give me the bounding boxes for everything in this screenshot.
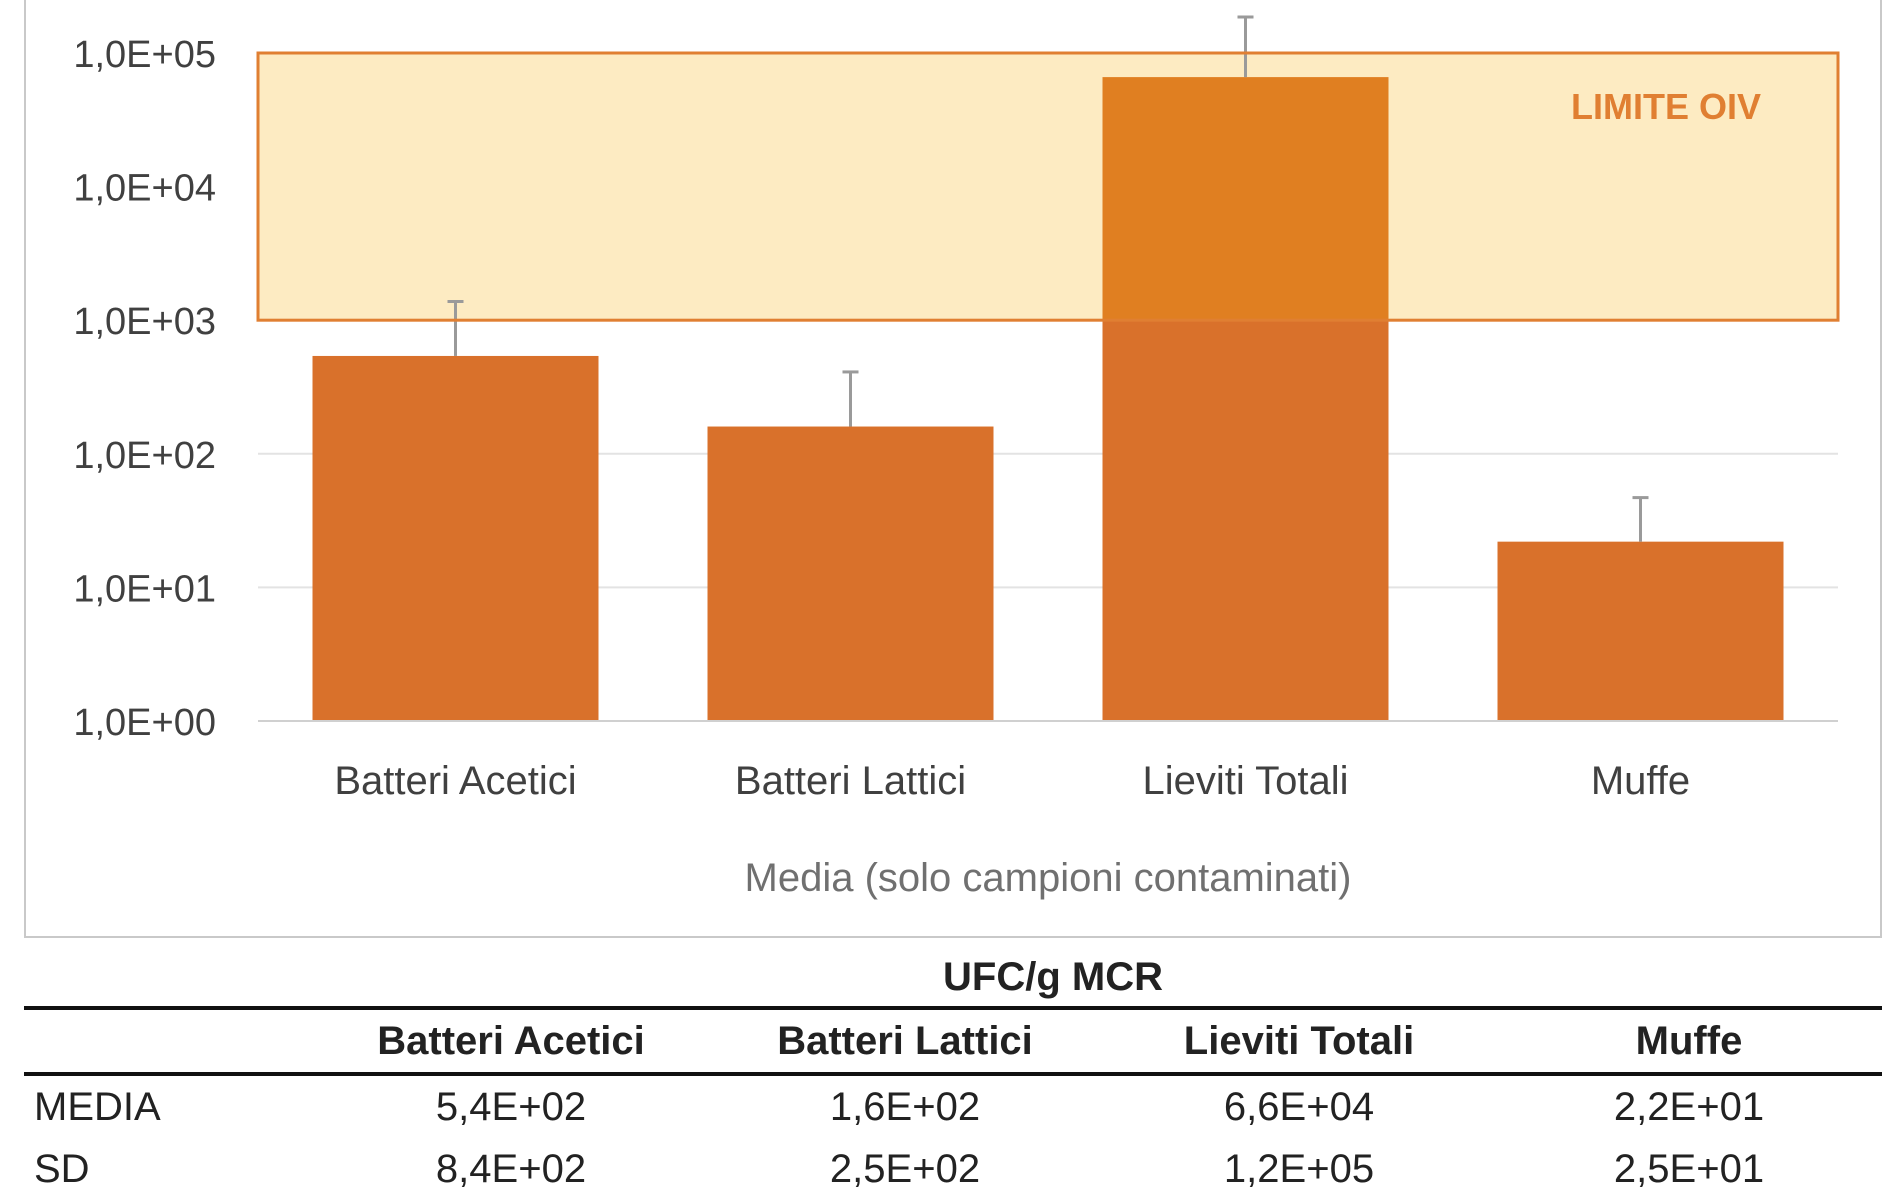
x-tick-label: Muffe	[1591, 759, 1690, 803]
table-header-cell: Lieviti Totali	[1183, 1018, 1415, 1063]
table-cell: 2,5E+01	[1613, 1146, 1765, 1191]
table-cell: 8,4E+02	[435, 1146, 587, 1191]
x-axis-title: Media (solo campioni contaminati)	[745, 856, 1352, 900]
table-row-label: SD	[34, 1146, 90, 1191]
table-cell: 1,2E+05	[1223, 1146, 1375, 1191]
y-tick-label: 1,0E+04	[73, 168, 216, 210]
limit-band-border	[256, 51, 1840, 322]
table-cell: 2,2E+01	[1613, 1084, 1765, 1129]
table-row-label: MEDIA	[34, 1084, 161, 1129]
y-tick-label: 1,0E+01	[73, 568, 216, 610]
table-row: SD 8,4E+02 2,5E+02 1,2E+05 2,5E+01	[24, 1138, 1882, 1200]
table-cell: 2,5E+02	[829, 1146, 981, 1191]
x-tick-label: Lieviti Totali	[1142, 759, 1348, 803]
limit-band-label: LIMITE OIV	[1571, 86, 1761, 127]
y-tick-label: 1,0E+03	[73, 301, 216, 343]
bar-segment-in-band	[1102, 77, 1389, 321]
table-header-cell: Batteri Acetici	[377, 1018, 645, 1063]
bar-chart: 1,0E+00 1,0E+01 1,0E+02 1,0E+03 1,0E+04 1,0E+…	[73, 15, 1840, 900]
stats-table: Batteri Acetici Batteri Lattici Lieviti …	[24, 1006, 1882, 1200]
table-cell: 1,6E+02	[829, 1084, 981, 1129]
y-tick-label: 1,0E+00	[73, 702, 216, 744]
chart-frame: 1,0E+00 1,0E+01 1,0E+02 1,0E+03 1,0E+04 1,0E+…	[24, 0, 1882, 938]
table-cell: 6,6E+04	[1223, 1084, 1375, 1129]
y-tick-label: 1,0E+05	[73, 34, 216, 76]
y-tick-label: 1,0E+02	[73, 435, 216, 477]
limit-band	[258, 53, 1838, 321]
table-header-cell: Batteri Lattici	[777, 1018, 1033, 1063]
table-title: UFC/g MCR	[943, 955, 1163, 999]
bar	[707, 426, 994, 721]
table-header-cell: Muffe	[1635, 1018, 1743, 1063]
table-cell: 5,4E+02	[435, 1084, 587, 1129]
table-header-cell	[24, 1008, 314, 1074]
bar	[1102, 320, 1389, 721]
table-header-row: Batteri Acetici Batteri Lattici Lieviti …	[24, 1008, 1882, 1074]
stats-table-section: UFC/g MCR Batteri Acetici Batteri Lattic…	[24, 948, 1882, 1200]
x-tick-label: Batteri Lattici	[735, 759, 966, 803]
bar	[312, 355, 599, 721]
x-tick-label: Batteri Acetici	[334, 759, 576, 803]
bar	[1497, 541, 1784, 721]
table-row: MEDIA 5,4E+02 1,6E+02 6,6E+04 2,2E+01	[24, 1074, 1882, 1138]
